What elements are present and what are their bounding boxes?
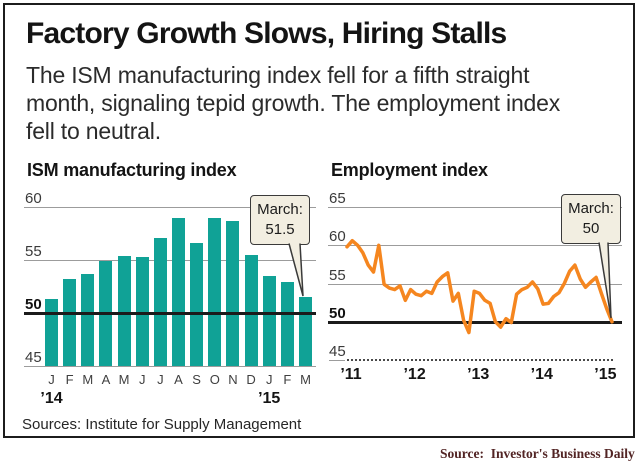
gridline-50	[24, 312, 316, 315]
x-axis-year-label: ’12	[403, 366, 426, 383]
gridline-60	[328, 245, 622, 247]
page-subtitle: The ISM manufacturing index fell for a f…	[26, 62, 561, 144]
bar-month-12	[262, 275, 276, 366]
x-axis-month-label-9: O	[209, 372, 220, 387]
bar-month-4	[117, 255, 131, 366]
bar-month-6	[153, 237, 167, 366]
x-axis-month-label-5: J	[138, 372, 146, 387]
bar-month-0	[45, 299, 58, 366]
y-axis-label-60: 60	[329, 228, 346, 246]
chart-title-ism: ISM manufacturing index	[27, 160, 237, 180]
ism-manufacturing-bar-chart: ISM manufacturing index 60 55 50 45 March: …	[24, 157, 316, 417]
gridline-60	[24, 207, 316, 208]
x-axis-month-label-7: A	[174, 372, 183, 387]
x-axis-month-label-10: N	[228, 372, 238, 387]
x-axis-year-label: ’14	[530, 366, 553, 383]
gridline-55	[328, 283, 622, 285]
annotation-value: 51.5	[265, 221, 295, 238]
y-axis-label-45: 45	[329, 343, 346, 360]
bar-month-9	[208, 217, 222, 366]
x-axis-tick-marks	[347, 359, 613, 361]
x-axis-year-label: ’14	[40, 390, 63, 407]
graphic-frame: Factory Growth Slows, Hiring Stalls The …	[3, 3, 635, 438]
chart-title-employment: Employment index	[331, 160, 488, 180]
x-axis-month-label-8: S	[192, 372, 201, 387]
annotation-label: March:	[257, 201, 303, 218]
employment-index-line	[345, 238, 614, 335]
employment-line-chart: Employment index 65 60 55 50 45 March: 50 ’1…	[328, 157, 622, 417]
page-title: Factory Growth Slows, Hiring Stalls	[26, 17, 507, 50]
ism-plot-area: 60 55 50 45	[24, 191, 316, 374]
bar-month-1	[63, 279, 77, 366]
annotation-label: March:	[568, 200, 614, 217]
y-axis-label-60: 60	[25, 190, 42, 207]
x-axis-month-label-12: J	[265, 372, 273, 387]
x-axis-month-label-2: M	[82, 372, 94, 387]
bar-month-14	[299, 297, 312, 366]
y-axis-label-50: 50	[25, 296, 42, 313]
x-axis-month-label-1: F	[65, 372, 74, 387]
annotation-callout-march-51-5: March: 51.5	[250, 195, 310, 245]
bar-month-13	[280, 282, 294, 366]
x-axis-year-label: ’13	[467, 366, 490, 383]
gridline-65	[328, 207, 622, 208]
y-axis-label-65: 65	[329, 190, 346, 207]
bar-month-2	[81, 273, 95, 366]
annotation-value: 50	[582, 220, 600, 237]
x-axis-year-label: ’15	[594, 366, 617, 383]
gridline-45	[24, 366, 316, 367]
x-axis-year-label: ’15	[258, 390, 281, 407]
y-axis-label-55: 55	[25, 243, 42, 260]
bar-month-5	[135, 256, 149, 366]
gridline-55	[24, 260, 316, 261]
x-axis-month-label-11: D	[246, 372, 256, 387]
y-axis-label-55: 55	[329, 266, 346, 284]
x-axis-month-label-4: M	[118, 372, 130, 387]
sources-attribution: Sources: Institute for Supply Management	[22, 416, 302, 433]
y-axis-label-45: 45	[25, 349, 42, 366]
y-axis-label-50: 50	[329, 304, 346, 322]
bar-month-10	[226, 220, 240, 366]
bar-month-7	[172, 217, 185, 366]
gridline-50	[328, 320, 622, 324]
employment-plot-area: 65 60 55 50 45	[328, 191, 622, 374]
bar-month-11	[244, 254, 258, 366]
axis-stub-45	[329, 360, 345, 361]
x-axis-month-label-3: A	[101, 372, 111, 387]
x-axis-month-label-14: M	[300, 372, 311, 387]
bar-month-8	[190, 243, 204, 366]
publisher-credit: Source: Investor's Business Daily	[440, 446, 635, 461]
annotation-callout-march-50: March: 50	[561, 194, 621, 244]
x-axis-year-label: ’11	[340, 366, 362, 383]
x-axis-month-label-0: J	[48, 372, 55, 387]
x-axis-month-label-13: F	[283, 372, 292, 387]
x-axis-month-label-6: J	[157, 372, 164, 387]
